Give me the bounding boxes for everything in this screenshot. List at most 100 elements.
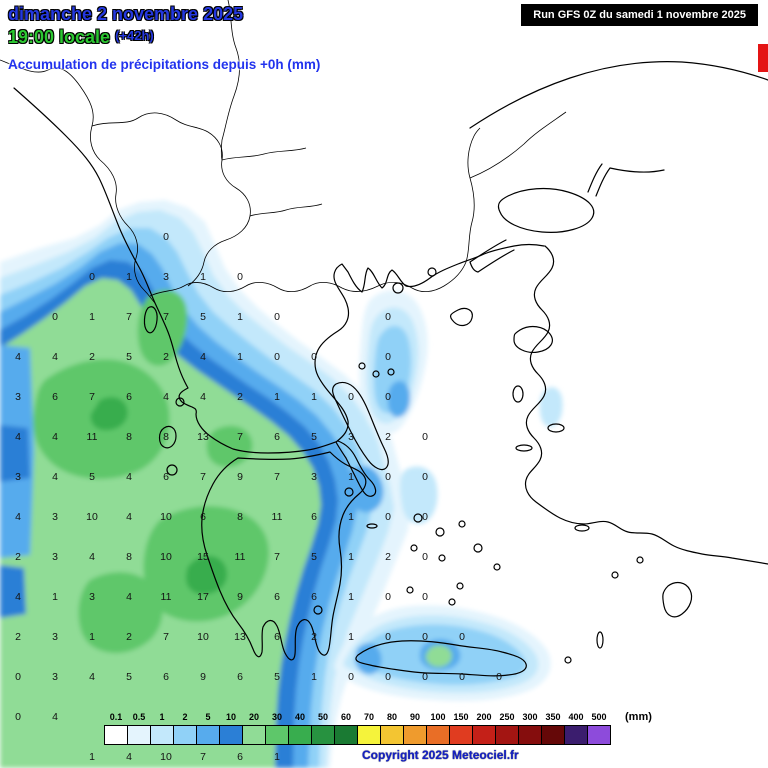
legend-threshold-label: 500	[591, 712, 607, 722]
precip-legend: 0.1 0.5 1 2 5 10 20 30 40 50 60 70 80 90 100 150 200 250 3…	[104, 710, 652, 745]
legend-cell: 80	[380, 710, 404, 745]
island-milos	[406, 586, 414, 594]
legend-threshold-label: 1	[159, 712, 165, 722]
island-corfu	[143, 306, 158, 334]
coastline-marmara	[497, 187, 595, 233]
legend-color-swatch	[219, 725, 243, 745]
legend-cell: 0.5	[127, 710, 151, 745]
legend-cell: 2	[173, 710, 197, 745]
legend-threshold-label: 0.1	[109, 712, 123, 722]
island-lefkada	[175, 397, 185, 407]
coastline-turkey-west	[524, 245, 768, 565]
legend-cell: 50	[311, 710, 335, 745]
legend-cell: 5	[196, 710, 220, 745]
island-kos	[574, 524, 590, 532]
legend-cell: 20	[242, 710, 266, 745]
legend-color-swatch	[541, 725, 565, 745]
island-dodecanese	[611, 571, 619, 579]
legend-cell: 350	[541, 710, 565, 745]
legend-cell: 70	[357, 710, 381, 745]
legend-threshold-label: 90	[409, 712, 420, 722]
legend-color-swatch	[265, 725, 289, 745]
island-cyclades	[458, 520, 466, 528]
legend-color-swatch	[288, 725, 312, 745]
island-sporades	[358, 362, 366, 370]
island-cyclades	[413, 513, 423, 523]
coastline-crete	[355, 640, 527, 677]
legend-cell: 400	[564, 710, 588, 745]
legend-cell: 200	[472, 710, 496, 745]
run-info-box: Run GFS 0Z du samedi 1 novembre 2025	[521, 4, 758, 26]
legend-color-swatch	[334, 725, 358, 745]
legend-threshold-label: 400	[568, 712, 584, 722]
island-cyclades	[438, 554, 446, 562]
legend-cell: 150	[449, 710, 473, 745]
legend-color-swatch	[472, 725, 496, 745]
island-cyclades	[493, 563, 501, 571]
coastline-peloponnese	[201, 451, 367, 661]
island-kasos	[564, 656, 572, 664]
island-sporades	[372, 370, 380, 378]
legend-cell: 300	[518, 710, 542, 745]
legend-threshold-label: 70	[363, 712, 374, 722]
island-lemnos	[449, 307, 473, 327]
legend-cell: 30	[265, 710, 289, 745]
legend-threshold-label: 100	[430, 712, 446, 722]
legend-threshold-label: 150	[453, 712, 469, 722]
island-kythira	[313, 605, 323, 615]
coastline-balkan-mainland	[13, 87, 545, 497]
legend-threshold-label: 50	[317, 712, 328, 722]
legend-color-swatch	[311, 725, 335, 745]
legend-color-swatch	[196, 725, 220, 745]
legend-scale: 0.1 0.5 1 2 5 10 20 30 40 50 60 70 80 90 100 150 200 250 3…	[104, 710, 611, 745]
legend-threshold-label: 10	[225, 712, 236, 722]
coastlines	[13, 61, 768, 677]
island-cyclades	[456, 582, 464, 590]
legend-color-swatch	[564, 725, 588, 745]
legend-threshold-label: 40	[294, 712, 305, 722]
legend-cell: 10	[219, 710, 243, 745]
legend-color-swatch	[426, 725, 450, 745]
legend-cell: 90	[403, 710, 427, 745]
island-aegina	[344, 487, 354, 497]
red-edge-marker	[758, 44, 768, 72]
legend-color-swatch	[104, 725, 128, 745]
legend-threshold-label: 200	[476, 712, 492, 722]
legend-threshold-label: 20	[248, 712, 259, 722]
legend-color-swatch	[150, 725, 174, 745]
legend-threshold-label: 250	[499, 712, 515, 722]
legend-cell: 0.1	[104, 710, 128, 745]
island-dodecanese	[636, 556, 644, 564]
legend-cell: 40	[288, 710, 312, 745]
legend-threshold-label: 60	[340, 712, 351, 722]
coastline-gallipoli	[469, 239, 515, 273]
legend-unit-label: (mm)	[625, 711, 652, 723]
legend-threshold-label: 300	[522, 712, 538, 722]
coastline-blacksea	[469, 61, 768, 129]
island-zakynthos	[166, 464, 178, 476]
legend-cell: 250	[495, 710, 519, 745]
island-kefalonia	[158, 425, 177, 449]
country-borders	[0, 0, 567, 304]
coastline-euboea	[332, 381, 389, 471]
legend-threshold-label: 2	[182, 712, 188, 722]
legend-color-swatch	[380, 725, 404, 745]
island-karpathos	[596, 631, 604, 649]
island-sporades	[387, 368, 395, 376]
precip-shading	[0, 200, 563, 768]
legend-threshold-label: 80	[386, 712, 397, 722]
legend-color-swatch	[242, 725, 266, 745]
legend-color-swatch	[357, 725, 381, 745]
legend-color-swatch	[495, 725, 519, 745]
legend-color-swatch	[518, 725, 542, 745]
island-rhodes	[662, 581, 693, 618]
legend-color-swatch	[173, 725, 197, 745]
island-hydra	[366, 523, 378, 529]
island-cyclades	[435, 527, 445, 537]
island-ikaria	[515, 444, 533, 452]
legend-color-swatch	[587, 725, 611, 745]
island-samothrace	[427, 267, 437, 277]
island-chios	[512, 385, 524, 403]
